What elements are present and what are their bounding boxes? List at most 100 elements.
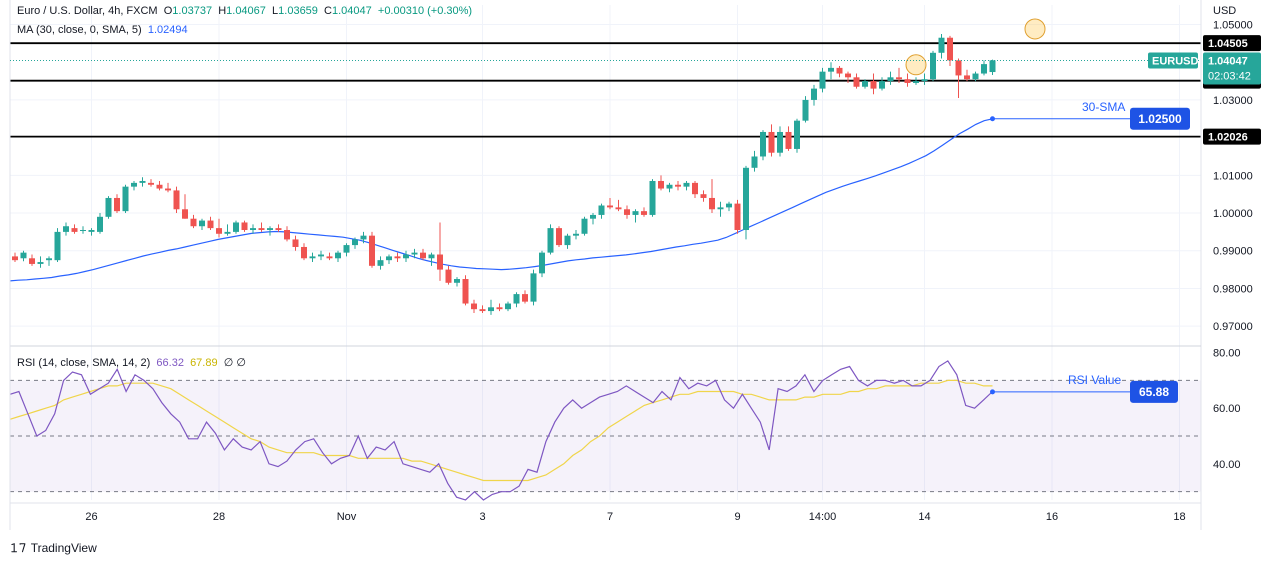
rsi-annotation-value: 65.88 xyxy=(1139,385,1169,399)
candle-body xyxy=(284,230,290,240)
candle xyxy=(658,175,664,191)
tradingview-logo-icon: 𝟷𝟽 xyxy=(10,540,27,555)
candle-body xyxy=(114,197,120,212)
y-tick-label: 0.99000 xyxy=(1213,246,1253,258)
level-badge xyxy=(1203,35,1261,52)
candle xyxy=(802,96,809,123)
candle xyxy=(726,201,732,212)
candle xyxy=(734,199,741,234)
candle xyxy=(394,252,401,263)
candle-body xyxy=(768,131,775,153)
candle-body xyxy=(80,230,86,232)
symbol-badge xyxy=(1148,52,1198,69)
candle-body xyxy=(46,258,52,261)
candle xyxy=(853,73,860,89)
candle xyxy=(981,60,987,76)
candle xyxy=(496,303,503,312)
candle-body xyxy=(258,228,265,231)
candle-body xyxy=(54,231,61,261)
candle xyxy=(182,194,188,219)
y-tick-label: 1.00000 xyxy=(1213,208,1253,220)
candle-body xyxy=(904,79,911,83)
candle xyxy=(131,180,137,191)
rsi-ma-value: 67.89 xyxy=(190,357,218,369)
candle-body xyxy=(981,64,987,74)
candle xyxy=(29,254,35,266)
candle xyxy=(335,250,341,263)
candle xyxy=(845,71,851,83)
candle xyxy=(581,216,588,236)
high-value: 1.04067 xyxy=(226,5,266,17)
candle xyxy=(828,62,834,80)
candle-body xyxy=(862,81,868,87)
candle-body xyxy=(513,294,520,304)
candle-body xyxy=(292,239,299,247)
rsi-label: RSI (14, close, SMA, 14, 2) xyxy=(17,357,151,369)
candle-body xyxy=(547,228,554,253)
tradingview-brand[interactable]: 𝟷𝟽 TradingView xyxy=(10,540,97,556)
candle-body xyxy=(794,120,800,149)
candle-body xyxy=(709,197,715,210)
countdown-value: 02:03:42 xyxy=(1208,70,1251,82)
y-tick-label: 0.98000 xyxy=(1213,283,1253,295)
candle xyxy=(862,79,868,89)
candle-body xyxy=(734,203,741,231)
candle xyxy=(896,67,902,83)
candle xyxy=(522,290,528,304)
candle xyxy=(411,248,418,259)
candle xyxy=(258,222,265,232)
candle xyxy=(445,265,452,285)
candle-body xyxy=(539,252,545,274)
candle-body xyxy=(394,256,401,259)
candle xyxy=(930,50,936,82)
low-value: 1.03659 xyxy=(278,5,318,17)
candle-body xyxy=(88,230,95,232)
candle xyxy=(216,218,222,238)
candle-body xyxy=(692,182,698,195)
y-tick-label: 1.05000 xyxy=(1213,20,1253,32)
candle xyxy=(870,73,877,95)
candle-body xyxy=(165,188,171,191)
candle-body xyxy=(802,99,809,121)
candle-body xyxy=(505,303,511,310)
candle-body xyxy=(37,262,44,264)
candle xyxy=(556,226,562,247)
candle-body xyxy=(938,37,945,53)
candle xyxy=(462,275,469,306)
candle xyxy=(352,237,358,249)
candle-body xyxy=(105,197,112,217)
candle-body xyxy=(360,235,367,240)
candle xyxy=(190,214,197,229)
x-tick-label: 26 xyxy=(85,511,97,523)
candle xyxy=(88,228,95,236)
highlight-circle xyxy=(905,54,927,76)
candle-body xyxy=(615,207,622,210)
candle xyxy=(904,73,911,87)
candle-body xyxy=(522,294,528,302)
candle xyxy=(717,201,724,217)
candle xyxy=(479,305,486,313)
candle xyxy=(615,199,622,212)
candle xyxy=(887,71,894,85)
candle-body xyxy=(845,73,851,78)
candle-body xyxy=(700,194,707,198)
candle xyxy=(122,184,129,214)
candle-body xyxy=(12,256,18,261)
candle xyxy=(632,209,639,223)
candle xyxy=(284,226,290,242)
candle-body xyxy=(675,184,681,187)
candle-body xyxy=(471,303,477,310)
candle-body xyxy=(573,233,579,236)
candle xyxy=(539,250,545,278)
candle xyxy=(46,256,52,266)
x-tick-label: 16 xyxy=(1046,511,1058,523)
ma-30-line xyxy=(9,118,993,282)
candle xyxy=(505,301,511,312)
candle-body xyxy=(352,239,358,246)
candle xyxy=(63,222,69,236)
candle xyxy=(692,180,698,198)
x-tick-label: Nov xyxy=(337,511,357,523)
candle-body xyxy=(156,184,163,189)
candle xyxy=(241,220,248,232)
